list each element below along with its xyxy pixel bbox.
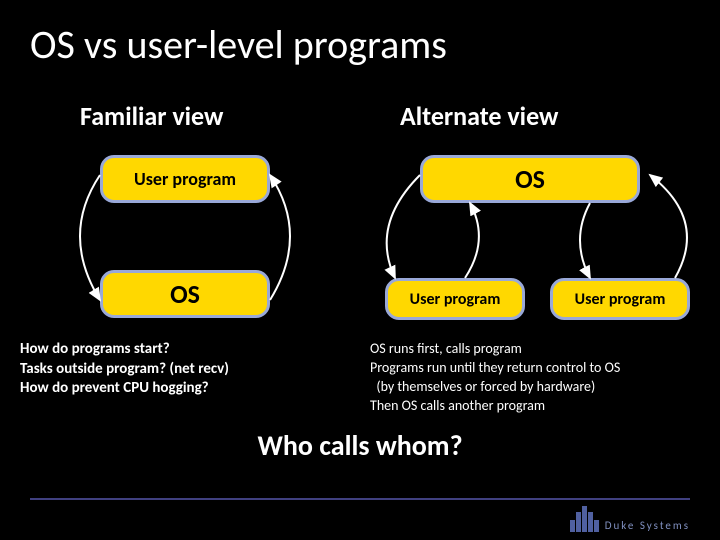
alternate-user-left-label: User program xyxy=(410,290,501,309)
alt-arrow-os-to-right xyxy=(560,195,630,290)
left-questions: How do programs start? Tasks outside pro… xyxy=(20,340,229,399)
familiar-user-box: User program xyxy=(100,155,270,203)
familiar-user-label: User program xyxy=(134,168,236,190)
familiar-os-label: OS xyxy=(170,278,200,310)
alt-arrow-left-to-os xyxy=(435,195,505,290)
left-q3: How do prevent CPU hogging? xyxy=(20,379,229,399)
right-l3: (by themselves or forced by hardware) xyxy=(370,378,620,397)
alternate-user-right-label: User program xyxy=(575,290,666,309)
page-title: OS vs user-level programs xyxy=(0,0,720,69)
right-l4: Then OS calls another program xyxy=(370,397,620,416)
duke-logo-icon xyxy=(570,506,599,532)
right-l2: Programs run until they return control t… xyxy=(370,359,620,378)
footer-divider xyxy=(30,498,690,500)
left-q1: How do programs start? xyxy=(20,340,229,360)
duke-logo: Duke Systems xyxy=(570,506,690,532)
alt-arrow-os-to-left xyxy=(360,160,440,290)
alt-arrow-right-to-os xyxy=(630,160,715,290)
familiar-heading: Familiar view xyxy=(80,100,223,132)
familiar-os-box: OS xyxy=(100,270,270,318)
familiar-arrow-up xyxy=(260,155,320,325)
familiar-arrow-down xyxy=(55,155,115,325)
alternate-os-label: OS xyxy=(515,163,545,195)
right-l1: OS runs first, calls program xyxy=(370,340,620,359)
bottom-question: Who calls whom? xyxy=(0,428,720,463)
right-explanation: OS runs first, calls program Programs ru… xyxy=(370,340,620,416)
duke-logo-text: Duke Systems xyxy=(605,519,690,532)
left-q2: Tasks outside program? (net recv) xyxy=(20,360,229,380)
alternate-heading: Alternate view xyxy=(400,100,558,132)
